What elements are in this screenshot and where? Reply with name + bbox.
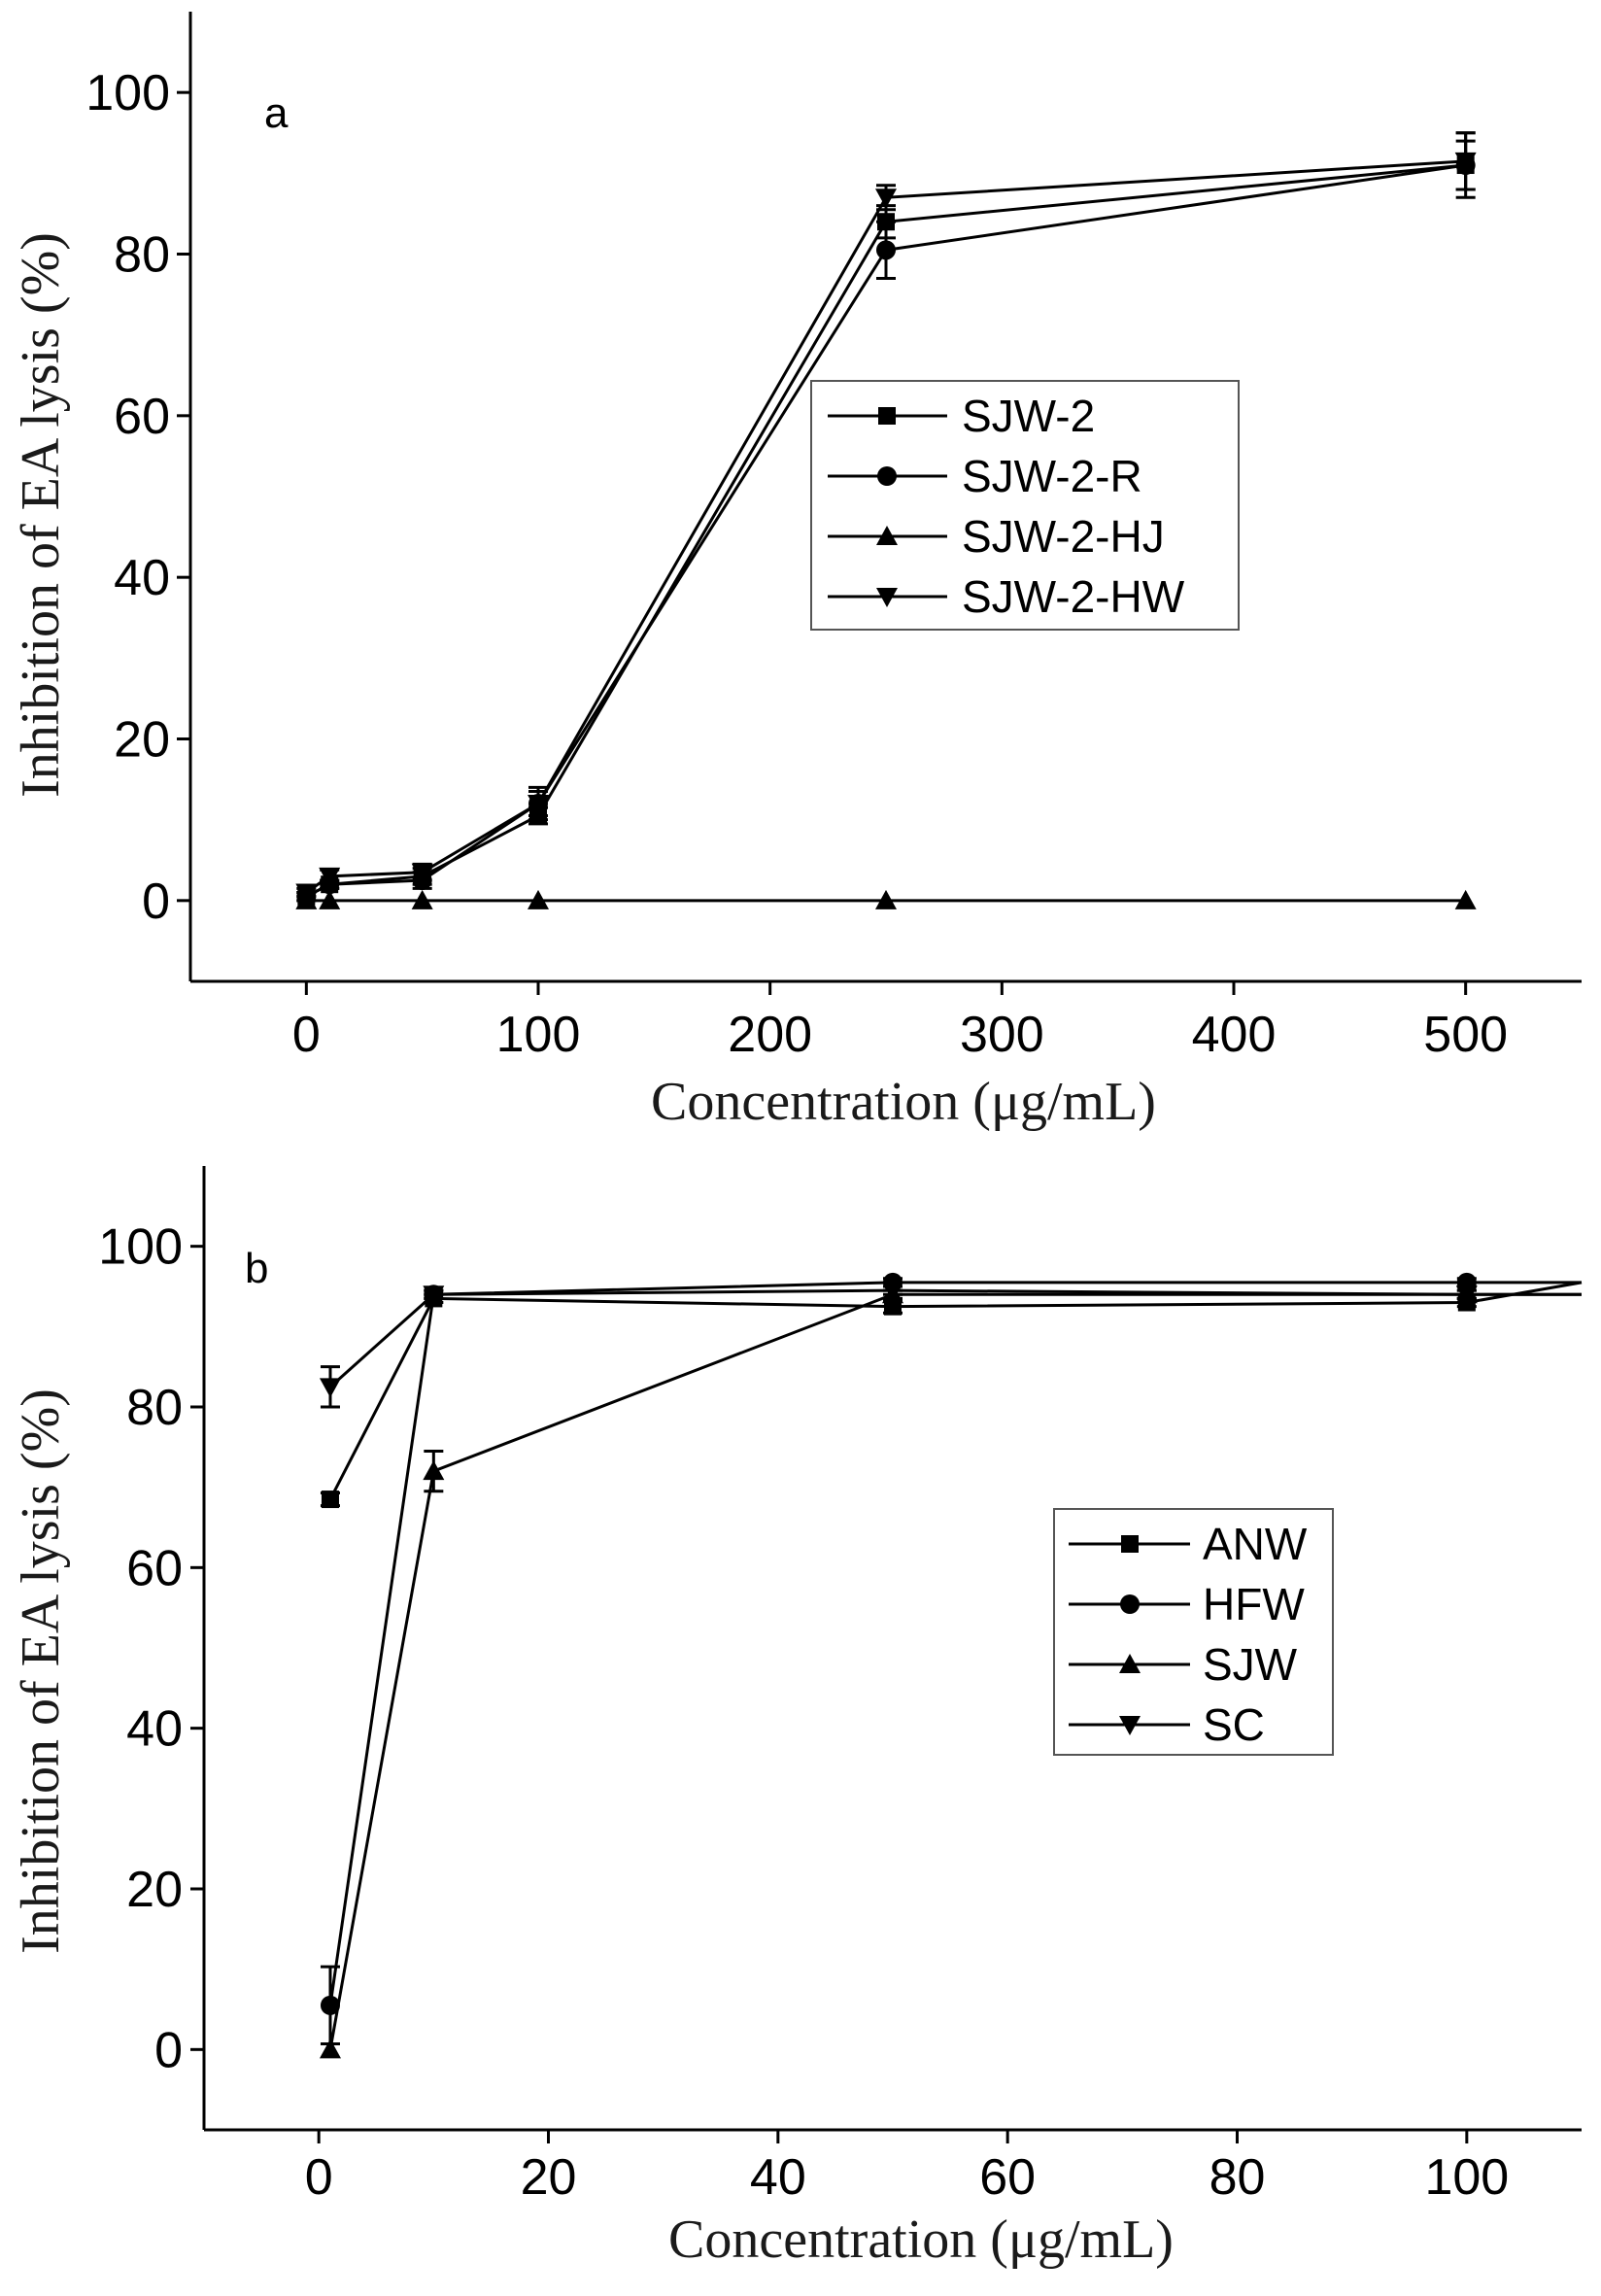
legend-label: SJW-2-R <box>962 451 1142 501</box>
y-tick-label: 100 <box>98 1219 183 1276</box>
legend-marker <box>878 407 896 425</box>
data-point <box>875 889 897 909</box>
data-point <box>528 889 549 909</box>
y-tick-label: 60 <box>126 1540 183 1596</box>
y-tick-label: 0 <box>142 874 170 930</box>
data-point <box>319 1378 341 1398</box>
legend: ANW HFW SJW SC <box>1053 1508 1334 1756</box>
series-line <box>328 1292 1582 2050</box>
legend-label: ANW <box>1203 1519 1308 1569</box>
legend-marker <box>877 466 897 486</box>
panel-label-b: b <box>245 1245 268 1292</box>
y-tick-label: 40 <box>114 550 170 606</box>
legend-box <box>1053 1508 1334 1756</box>
x-axis-title-b: Concentration (μg/mL) <box>668 2210 1174 2270</box>
legend-marker <box>1120 1594 1140 1614</box>
x-tick-label: 0 <box>305 2149 333 2206</box>
data-point <box>320 1995 340 2015</box>
data-point <box>876 240 896 260</box>
y-tick-label: 100 <box>85 65 170 121</box>
y-tick-label: 80 <box>126 1380 183 1436</box>
data-point <box>411 863 433 883</box>
series-sc <box>319 1282 1582 1409</box>
legend-marker <box>1119 1716 1141 1735</box>
legend-marker <box>876 526 898 545</box>
x-tick-label: 60 <box>979 2149 1036 2206</box>
data-point <box>528 795 549 815</box>
data-point <box>319 867 341 887</box>
data-point <box>423 1460 445 1481</box>
series-sjw <box>319 1284 1582 2059</box>
chart-panel-a: a Concentration (μg/mL) Inhibition of EA… <box>11 12 1582 1132</box>
y-tick-label: 20 <box>126 1862 183 1918</box>
y-axis-title-b: Inhibition of EA lysis (%) <box>11 1388 71 1954</box>
x-tick-label: 100 <box>1424 2149 1509 2206</box>
legend-label: SJW-2-HJ <box>962 511 1165 562</box>
y-tick-label: 20 <box>114 712 170 769</box>
data-point <box>1454 889 1477 909</box>
series-line <box>328 1281 1582 2006</box>
y-tick-label: 0 <box>154 2022 183 2078</box>
legend-marker <box>876 588 898 607</box>
data-point <box>875 188 897 209</box>
x-axis-title-a: Concentration (μg/mL) <box>651 1072 1156 1132</box>
y-tick-label: 40 <box>126 1701 183 1758</box>
x-tick-label: 0 <box>292 1007 321 1063</box>
legend-marker <box>1121 1535 1139 1553</box>
data-point <box>319 889 341 909</box>
data-point <box>411 889 433 909</box>
series-anw <box>320 1281 1583 1509</box>
data-point <box>295 883 318 904</box>
legend-label: SJW <box>1203 1639 1298 1690</box>
legend-label: HFW <box>1203 1579 1305 1629</box>
legend-marker <box>1119 1654 1141 1673</box>
x-tick-label: 300 <box>960 1007 1044 1063</box>
chart-panel-b: b Concentration (μg/mL) Inhibition of EA… <box>11 1166 1583 2270</box>
legend-label: SC <box>1203 1699 1265 1750</box>
x-tick-label: 20 <box>521 2149 577 2206</box>
x-tick-label: 200 <box>728 1007 812 1063</box>
y-tick-label: 60 <box>114 389 170 445</box>
data-point <box>321 1491 339 1509</box>
x-tick-label: 100 <box>496 1007 581 1063</box>
legend-label: SJW-2-HW <box>962 571 1185 622</box>
data-point <box>319 2039 341 2059</box>
series-hfw <box>320 1272 1582 2046</box>
series-line <box>328 1281 1583 1500</box>
x-tick-label: 80 <box>1209 2149 1266 2206</box>
y-tick-label: 80 <box>114 227 170 284</box>
series-sjw-2-hj <box>295 889 1477 909</box>
data-point <box>423 1285 445 1306</box>
x-tick-label: 400 <box>1192 1007 1277 1063</box>
legend-label: SJW-2 <box>962 391 1095 441</box>
series-sjw-2-hw <box>295 131 1477 904</box>
y-axis-title-a: Inhibition of EA lysis (%) <box>11 232 71 798</box>
x-tick-label: 500 <box>1423 1007 1508 1063</box>
panel-label-a: a <box>264 89 289 137</box>
data-point <box>882 1282 903 1302</box>
x-tick-label: 40 <box>750 2149 806 2206</box>
legend: SJW-2 SJW-2-R SJW-2-HJ SJW-2-HW <box>810 380 1240 631</box>
data-point <box>1455 1285 1478 1306</box>
data-point <box>1454 152 1477 172</box>
